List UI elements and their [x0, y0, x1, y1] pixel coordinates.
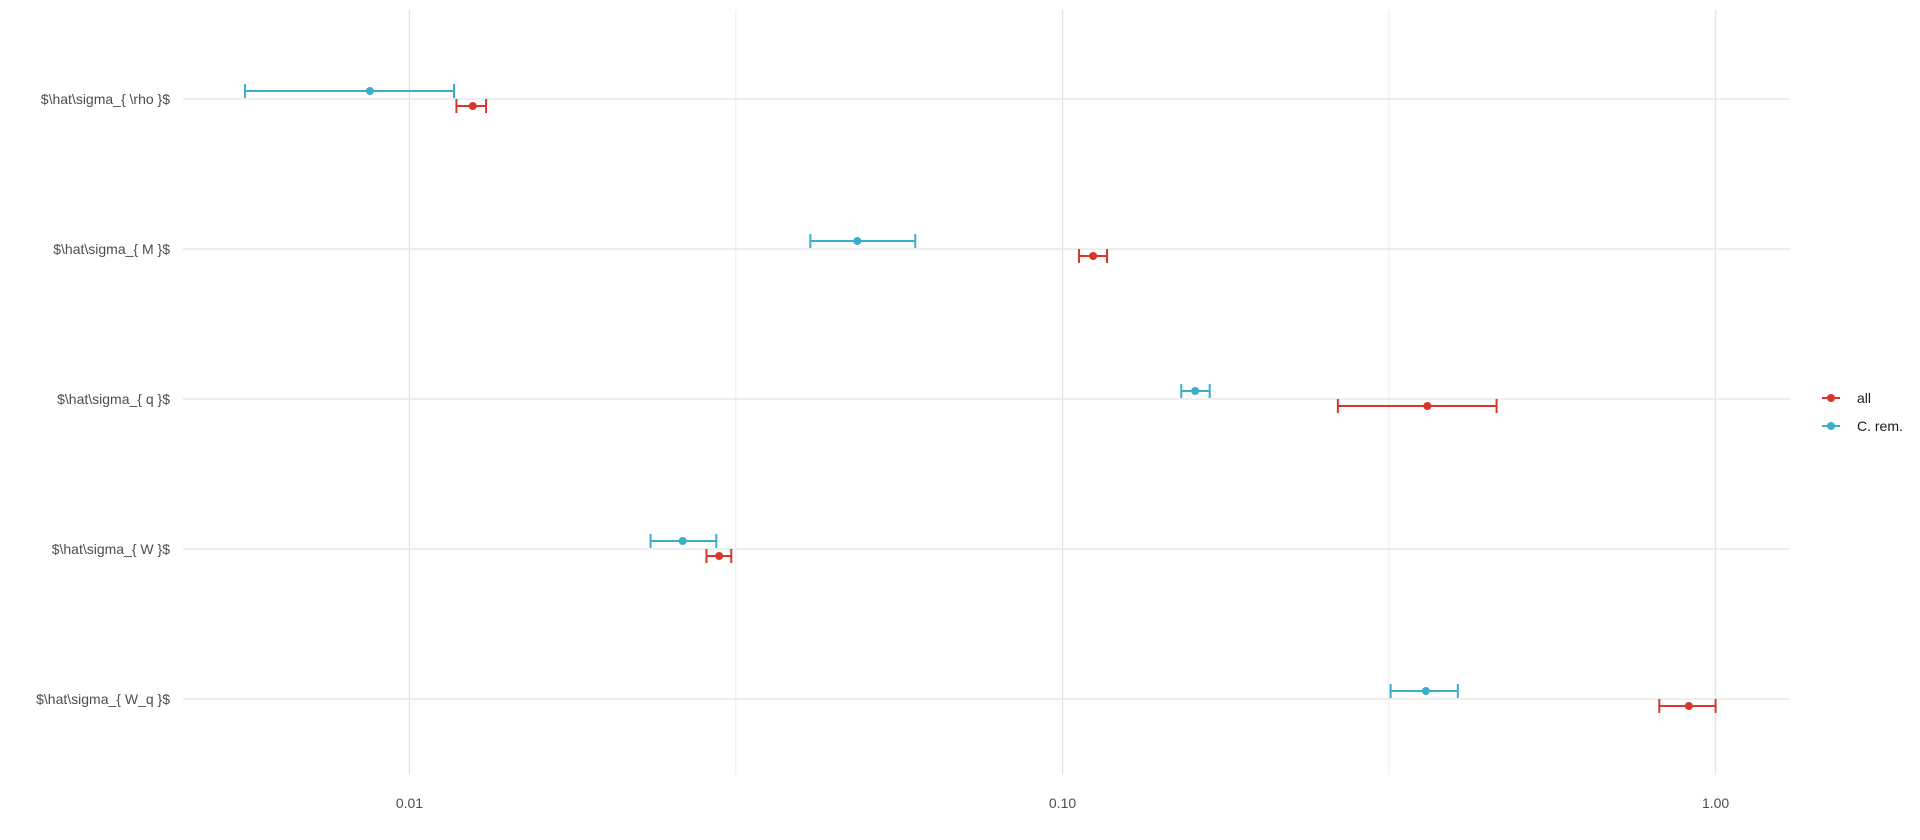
x-tick-label: 0.01: [396, 795, 423, 811]
estimate-point: [1423, 402, 1432, 410]
y-category-label: $\hat\sigma_{ q }$: [57, 391, 170, 407]
y-category-label: $\hat\sigma_{ W_q }$: [36, 691, 170, 707]
x-tick-label: 1.00: [1702, 795, 1729, 811]
legend-label: all: [1857, 390, 1871, 406]
legend-item: C. rem.: [1822, 418, 1903, 434]
estimate-point: [678, 537, 687, 545]
x-tick-label: 0.10: [1049, 795, 1076, 811]
estimate-point: [715, 552, 724, 560]
grid: [183, 10, 1790, 775]
y-category-label: $\hat\sigma_{ W }$: [52, 541, 171, 557]
estimate-point: [1684, 702, 1693, 710]
series-c-rem: [244, 84, 1459, 698]
x-axis-tick-labels: 0.01 0.10 1.00: [396, 795, 1730, 811]
estimate-point: [853, 237, 862, 245]
estimate-point: [1191, 387, 1200, 395]
estimate-point: [365, 87, 374, 95]
legend-item: all: [1822, 390, 1871, 406]
y-category-label: $\hat\sigma_{ M }$: [53, 241, 170, 257]
estimate-point: [1089, 252, 1098, 260]
legend-label: C. rem.: [1857, 418, 1903, 434]
estimate-point: [1421, 687, 1430, 695]
series-all: [455, 99, 1717, 713]
series-marks: [244, 84, 1717, 713]
legend: all C. rem.: [1822, 390, 1903, 434]
legend-key-point: [1827, 422, 1835, 430]
y-category-label: $\hat\sigma_{ \rho }$: [41, 91, 170, 107]
legend-key-point: [1827, 394, 1835, 402]
estimate-point: [468, 102, 477, 110]
y-axis-category-labels: $\hat\sigma_{ \rho }$ $\hat\sigma_{ M }$ $…: [36, 91, 170, 707]
